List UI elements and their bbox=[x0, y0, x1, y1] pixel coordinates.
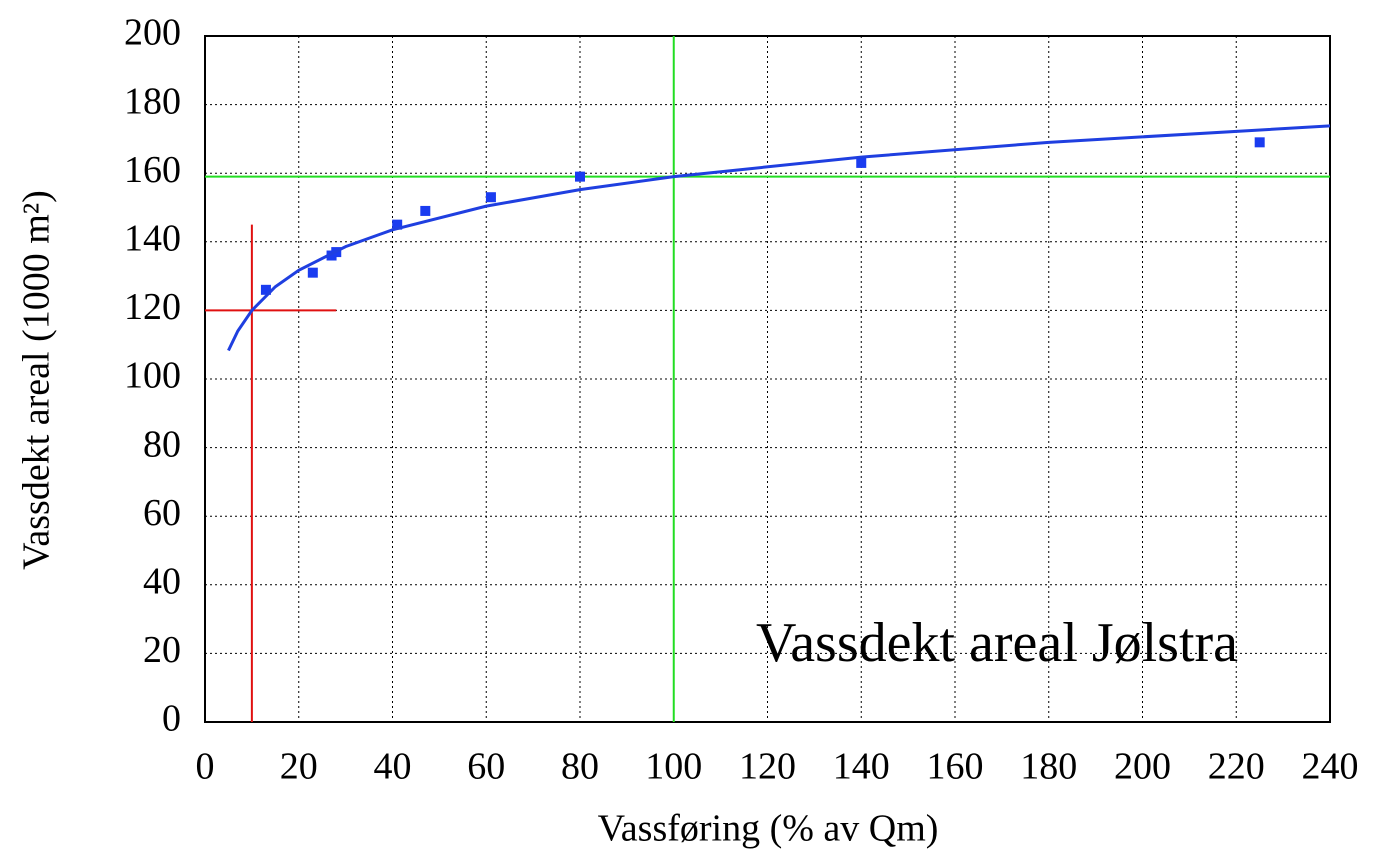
y-tick-label: 80 bbox=[143, 423, 181, 465]
y-tick-label: 120 bbox=[124, 286, 181, 328]
y-tick-label: 200 bbox=[124, 12, 181, 54]
y-tick-label: 0 bbox=[162, 698, 181, 740]
x-tick-label: 0 bbox=[196, 746, 215, 788]
x-tick-label: 180 bbox=[1020, 746, 1077, 788]
y-axis-label: Vassdekt areal (1000 m²) bbox=[16, 190, 58, 570]
x-tick-label: 20 bbox=[280, 746, 318, 788]
x-tick-label: 120 bbox=[739, 746, 796, 788]
y-tick-label: 160 bbox=[124, 149, 181, 191]
x-tick-label: 200 bbox=[1114, 746, 1171, 788]
data-point bbox=[575, 172, 585, 182]
data-point bbox=[486, 192, 496, 202]
x-tick-label: 240 bbox=[1302, 746, 1359, 788]
page: {"chart_data": { "type": "scatter", "ann… bbox=[0, 0, 1373, 864]
y-tick-label: 60 bbox=[143, 492, 181, 534]
data-point bbox=[856, 158, 866, 168]
y-tick-label: 140 bbox=[124, 218, 181, 260]
x-tick-label: 140 bbox=[833, 746, 890, 788]
x-tick-label: 60 bbox=[467, 746, 505, 788]
x-tick-label: 160 bbox=[927, 746, 984, 788]
x-tick-label: 220 bbox=[1208, 746, 1265, 788]
data-point bbox=[1255, 137, 1265, 147]
x-tick-label: 80 bbox=[561, 746, 599, 788]
y-tick-label: 100 bbox=[124, 355, 181, 397]
x-tick-label: 100 bbox=[645, 746, 702, 788]
x-axis-label: Vassføring (% av Qm) bbox=[598, 808, 939, 850]
data-point bbox=[308, 268, 318, 278]
y-tick-label: 40 bbox=[143, 561, 181, 603]
data-point bbox=[420, 206, 430, 216]
annotation: Vassdekt areal Jølstra bbox=[756, 612, 1238, 674]
x-tick-label: 40 bbox=[374, 746, 412, 788]
y-tick-label: 180 bbox=[124, 80, 181, 122]
chart: Vassføring (% av Qm) Vassdekt areal (100… bbox=[0, 0, 1373, 864]
y-tick-label: 20 bbox=[143, 629, 181, 671]
